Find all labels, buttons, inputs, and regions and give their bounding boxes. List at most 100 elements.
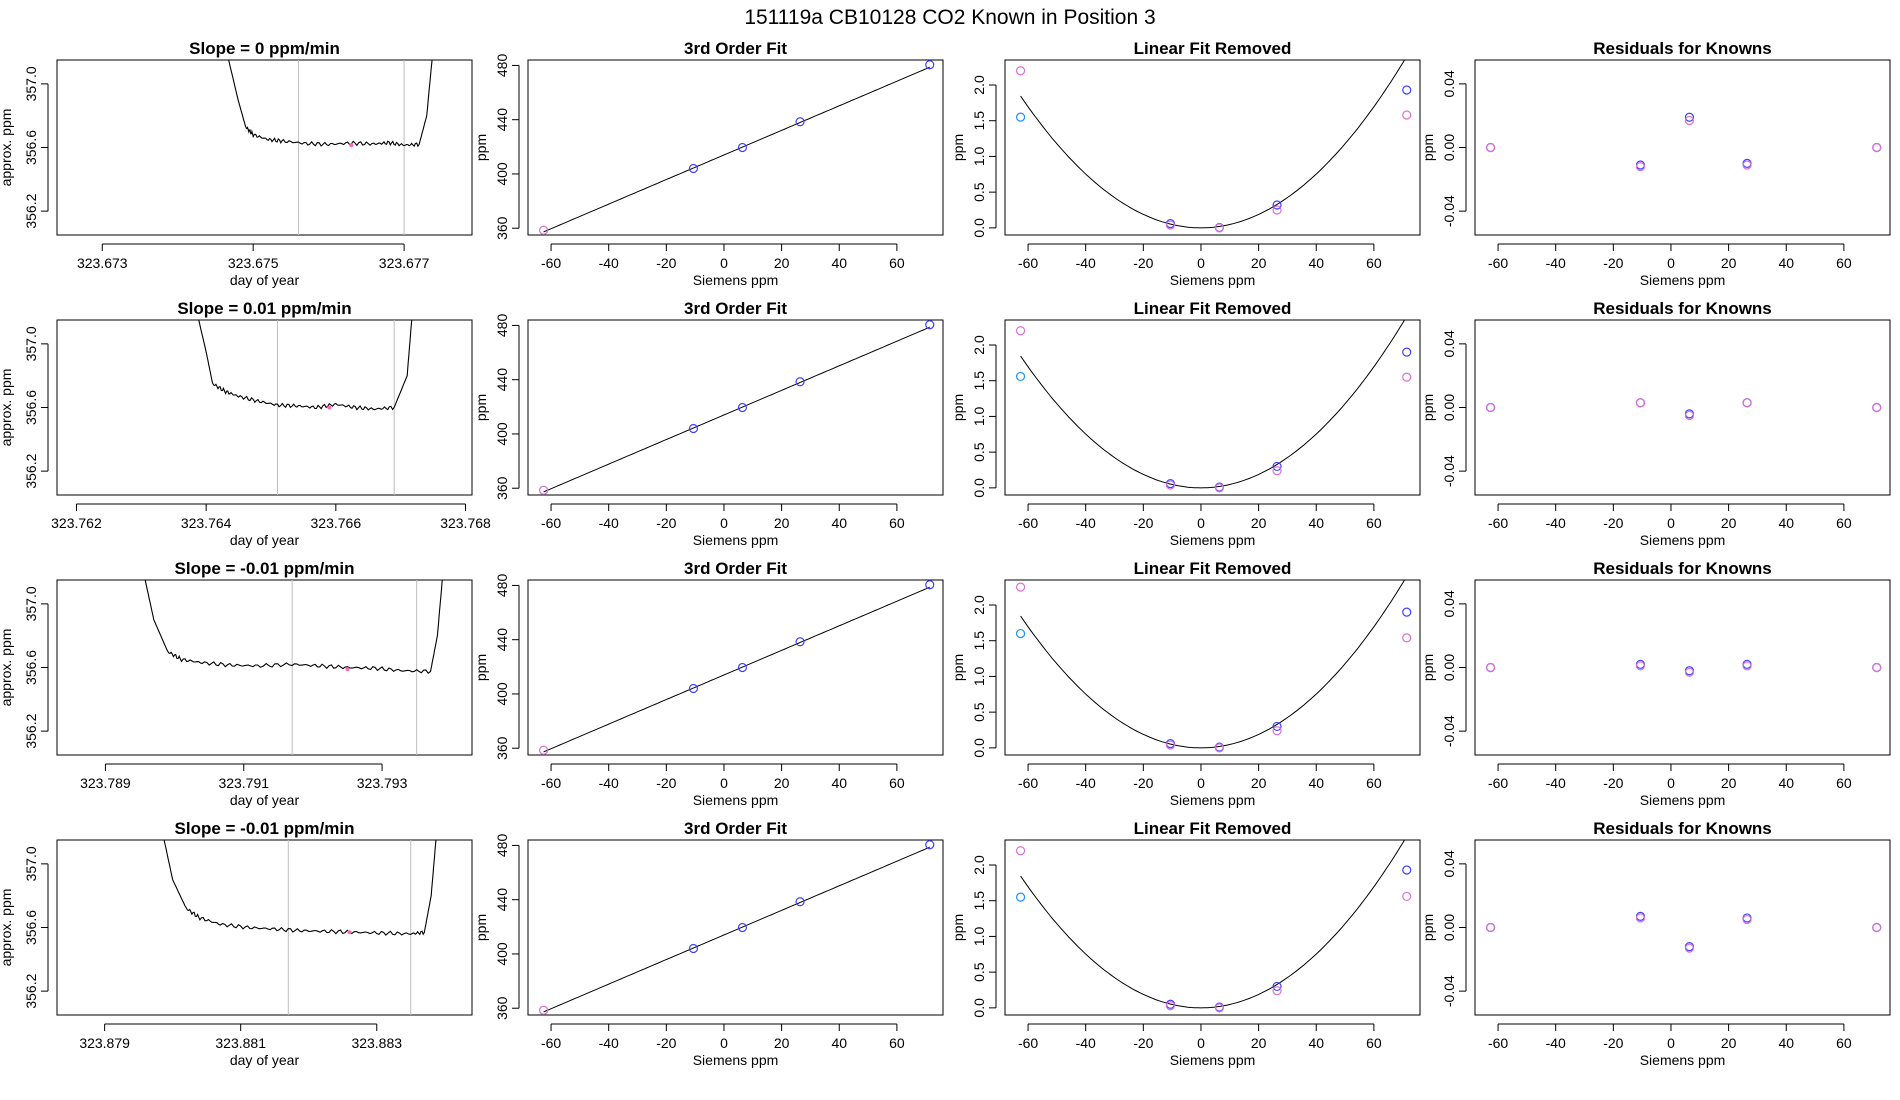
x-tick-label: 60 bbox=[889, 255, 905, 271]
x-tick-label: 323.883 bbox=[351, 1035, 402, 1051]
data-point bbox=[1872, 402, 1882, 413]
plot-area bbox=[144, 580, 443, 755]
data-point bbox=[1485, 662, 1496, 673]
plot-area bbox=[1485, 112, 1882, 172]
x-tick-label: 40 bbox=[1778, 255, 1794, 271]
panel-title: Residuals for Knowns bbox=[1593, 39, 1772, 58]
x-tick-label: -20 bbox=[1133, 255, 1153, 271]
data-point bbox=[1485, 142, 1496, 153]
y-tick-label: 440 bbox=[494, 368, 510, 392]
x-axis-label: Siemens ppm bbox=[693, 272, 779, 288]
data-point bbox=[538, 1005, 549, 1015]
plot-frame bbox=[1474, 579, 1891, 756]
plot-area bbox=[538, 320, 935, 495]
x-tick-label: -40 bbox=[599, 515, 619, 531]
data-point bbox=[925, 320, 935, 330]
x-tick-label: 0 bbox=[720, 255, 728, 271]
y-tick-label: 0.0 bbox=[971, 738, 987, 758]
plot-frame bbox=[1004, 839, 1421, 1016]
data-point bbox=[1214, 483, 1225, 493]
y-axis-label: approx. ppm bbox=[0, 889, 14, 967]
fit-curve bbox=[543, 846, 930, 1013]
x-axis-label: Siemens ppm bbox=[693, 792, 779, 808]
x-tick-label: 323.768 bbox=[440, 515, 491, 531]
data-point bbox=[1402, 633, 1412, 643]
data-point bbox=[1485, 922, 1496, 933]
y-tick-label: 400 bbox=[494, 682, 510, 706]
y-tick-label: 1.5 bbox=[971, 891, 987, 911]
data-point bbox=[1402, 607, 1412, 617]
data-point bbox=[737, 142, 748, 153]
x-tick-label: 40 bbox=[1308, 255, 1324, 271]
x-tick-label: 40 bbox=[1308, 515, 1324, 531]
data-point bbox=[1684, 112, 1695, 122]
plot-area bbox=[163, 840, 437, 1015]
x-tick-label: 323.789 bbox=[80, 775, 131, 791]
x-axis-label: day of year bbox=[230, 272, 300, 288]
data-point bbox=[1485, 402, 1496, 413]
y-tick-label: 0.5 bbox=[971, 702, 987, 722]
panel-timeseries-row3: Slope = -0.01 ppm/min 323.789 323.791 323.7… bbox=[0, 559, 473, 808]
panel-title: Residuals for Knowns bbox=[1593, 819, 1772, 838]
x-tick-label: 0 bbox=[720, 775, 728, 791]
x-tick-label: -60 bbox=[541, 515, 561, 531]
y-axis-label: ppm bbox=[1420, 394, 1436, 421]
x-tick-label: -40 bbox=[1076, 255, 1096, 271]
plot-area bbox=[1485, 911, 1882, 953]
data-point bbox=[1272, 981, 1282, 992]
y-axis-label: ppm bbox=[473, 134, 489, 161]
x-tick-label: -20 bbox=[656, 515, 676, 531]
y-tick-label: 400 bbox=[494, 162, 510, 186]
data-point bbox=[1165, 740, 1176, 750]
y-tick-label: 1.5 bbox=[971, 371, 987, 391]
panel-title: Slope = -0.01 ppm/min bbox=[175, 559, 355, 578]
data-point bbox=[1742, 914, 1752, 925]
panel-title: 3rd Order Fit bbox=[684, 559, 787, 578]
x-tick-label: 0 bbox=[720, 1035, 728, 1051]
data-point bbox=[1214, 223, 1225, 233]
data-point bbox=[795, 637, 805, 647]
data-point bbox=[1015, 112, 1026, 122]
y-tick-label: 400 bbox=[494, 422, 510, 446]
y-tick-label: -0.04 bbox=[1441, 715, 1457, 747]
y-tick-label: 357.0 bbox=[23, 326, 39, 361]
y-tick-label: 440 bbox=[494, 888, 510, 912]
panel-title: 3rd Order Fit bbox=[684, 819, 787, 838]
fit-curve bbox=[543, 586, 930, 753]
x-tick-label: 0 bbox=[1197, 775, 1205, 791]
x-tick-label: -60 bbox=[1488, 775, 1508, 791]
y-tick-label: 0.5 bbox=[971, 962, 987, 982]
x-tick-label: 40 bbox=[831, 515, 847, 531]
x-tick-label: 60 bbox=[889, 775, 905, 791]
data-point bbox=[925, 60, 935, 70]
x-tick-label: 0 bbox=[1667, 255, 1675, 271]
x-tick-label: -40 bbox=[1546, 1035, 1566, 1051]
x-axis-label: day of year bbox=[230, 532, 300, 548]
x-tick-label: -40 bbox=[1546, 255, 1566, 271]
x-tick-label: 60 bbox=[1366, 1035, 1382, 1051]
x-tick-label: 40 bbox=[1778, 1035, 1794, 1051]
x-tick-label: 323.675 bbox=[228, 255, 279, 271]
y-tick-label: 356.2 bbox=[23, 193, 39, 228]
y-axis-label: approx. ppm bbox=[0, 109, 14, 187]
data-point bbox=[795, 117, 805, 127]
plot-area bbox=[538, 60, 935, 235]
y-tick-label: 480 bbox=[494, 54, 510, 78]
data-point bbox=[1635, 161, 1646, 172]
panel-title: Linear Fit Removed bbox=[1134, 559, 1292, 578]
panel-title: Slope = -0.01 ppm/min bbox=[175, 819, 355, 838]
x-axis-label: Siemens ppm bbox=[693, 1052, 779, 1068]
y-tick-label: 0.04 bbox=[1441, 850, 1457, 877]
x-tick-label: 20 bbox=[1251, 515, 1267, 531]
y-tick-label: 440 bbox=[494, 628, 510, 652]
panel-title: Linear Fit Removed bbox=[1134, 299, 1292, 318]
x-tick-label: -60 bbox=[1018, 1035, 1038, 1051]
x-tick-label: 60 bbox=[1366, 775, 1382, 791]
x-tick-label: -40 bbox=[599, 255, 619, 271]
y-tick-label: 480 bbox=[494, 314, 510, 338]
y-tick-label: 356.2 bbox=[23, 713, 39, 748]
x-tick-label: 323.764 bbox=[181, 515, 232, 531]
x-axis-label: Siemens ppm bbox=[1640, 1052, 1726, 1068]
data-point bbox=[1402, 891, 1412, 902]
